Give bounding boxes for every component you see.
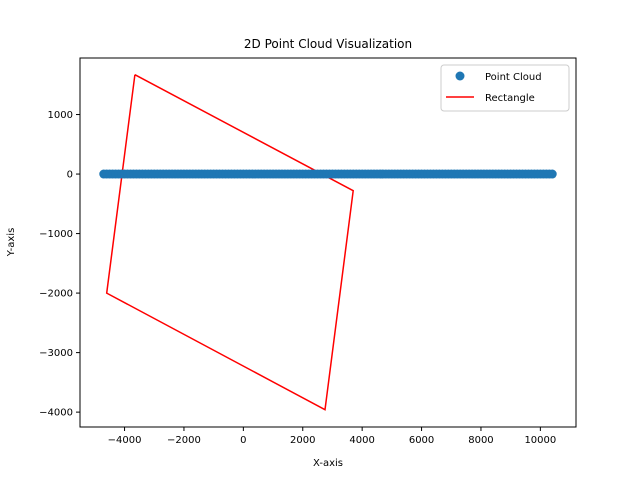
x-tick-label: −2000 [167,435,201,446]
plot-area [80,58,576,427]
legend: Point Cloud Rectangle [440,64,570,112]
x-axis-ticks: −4000 −2000 0 2000 4000 6000 8000 10000 [108,427,556,446]
legend-box [440,64,570,112]
y-axis-ticks: 1000 0 −1000 −2000 −3000 −4000 [39,110,80,419]
rectangle-series [105,74,355,411]
rectangle-outline [105,74,355,411]
x-axis-label: X-axis [313,458,343,469]
legend-point-cloud-marker [455,71,465,81]
axes-frame [79,57,577,428]
chart-title: 2D Point Cloud Visualization [244,37,412,51]
x-tick-label: 8000 [468,435,493,446]
y-tick-label: −3000 [39,348,73,359]
y-tick-label: −1000 [39,229,73,240]
point-cloud-series [99,169,557,179]
y-tick-label: −2000 [39,289,73,300]
point-cloud-point [547,169,557,179]
legend-rectangle-label: Rectangle [485,93,535,104]
y-tick-label: −4000 [39,408,73,419]
x-tick-label: 10000 [524,435,556,446]
y-axis-label: Y-axis [6,228,17,258]
x-tick-label: 0 [240,435,246,446]
x-tick-label: 6000 [409,435,434,446]
legend-point-cloud-label: Point Cloud [485,72,542,83]
x-tick-label: 4000 [349,435,374,446]
x-tick-label: −4000 [108,435,142,446]
y-tick-label: 0 [67,170,73,181]
x-tick-label: 2000 [290,435,315,446]
y-tick-label: 1000 [48,110,73,121]
